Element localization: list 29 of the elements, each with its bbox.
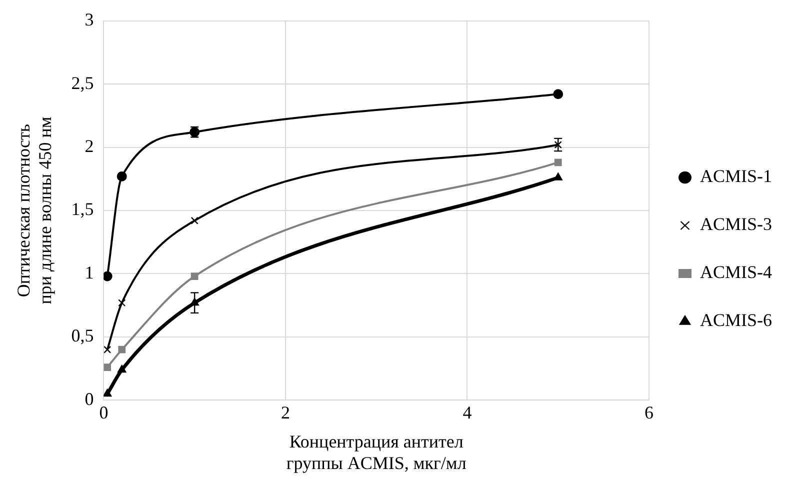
- y-tick-label: 3: [84, 10, 94, 30]
- legend-label: ACMIS-4: [700, 262, 772, 282]
- legend-label: ACMIS-3: [700, 214, 772, 234]
- legend-label: ACMIS-1: [700, 166, 772, 186]
- y-tick-label: 1: [84, 262, 94, 282]
- point: [118, 346, 126, 354]
- x-tick-label: 6: [644, 402, 654, 423]
- x-axis-title: Концентрация антител группы ACMIS, мкг/мл: [286, 431, 466, 473]
- x-tick-label: 0: [99, 402, 108, 423]
- point: [554, 158, 562, 166]
- y-tick-label: 0: [84, 388, 94, 409]
- y-tick-label: 2: [84, 136, 94, 156]
- y-tick-label: 1,5: [71, 199, 94, 220]
- point: [104, 364, 112, 371]
- legend-label: ACMIS-6: [700, 310, 772, 330]
- x-tick-label: 4: [462, 402, 472, 423]
- y-tick-label: 0,5: [71, 326, 94, 346]
- x-tick-label: 2: [280, 402, 290, 423]
- point: [116, 171, 127, 182]
- point: [104, 271, 112, 282]
- point: [118, 299, 126, 307]
- point: [104, 346, 112, 354]
- point: [553, 89, 564, 100]
- y-tick-label: 2,5: [71, 72, 94, 93]
- point: [117, 364, 126, 373]
- point: [104, 388, 112, 397]
- y-axis-title: Оптическая плотность при длине волны 450 нм: [14, 116, 56, 304]
- point: [190, 216, 198, 224]
- point: [190, 272, 198, 280]
